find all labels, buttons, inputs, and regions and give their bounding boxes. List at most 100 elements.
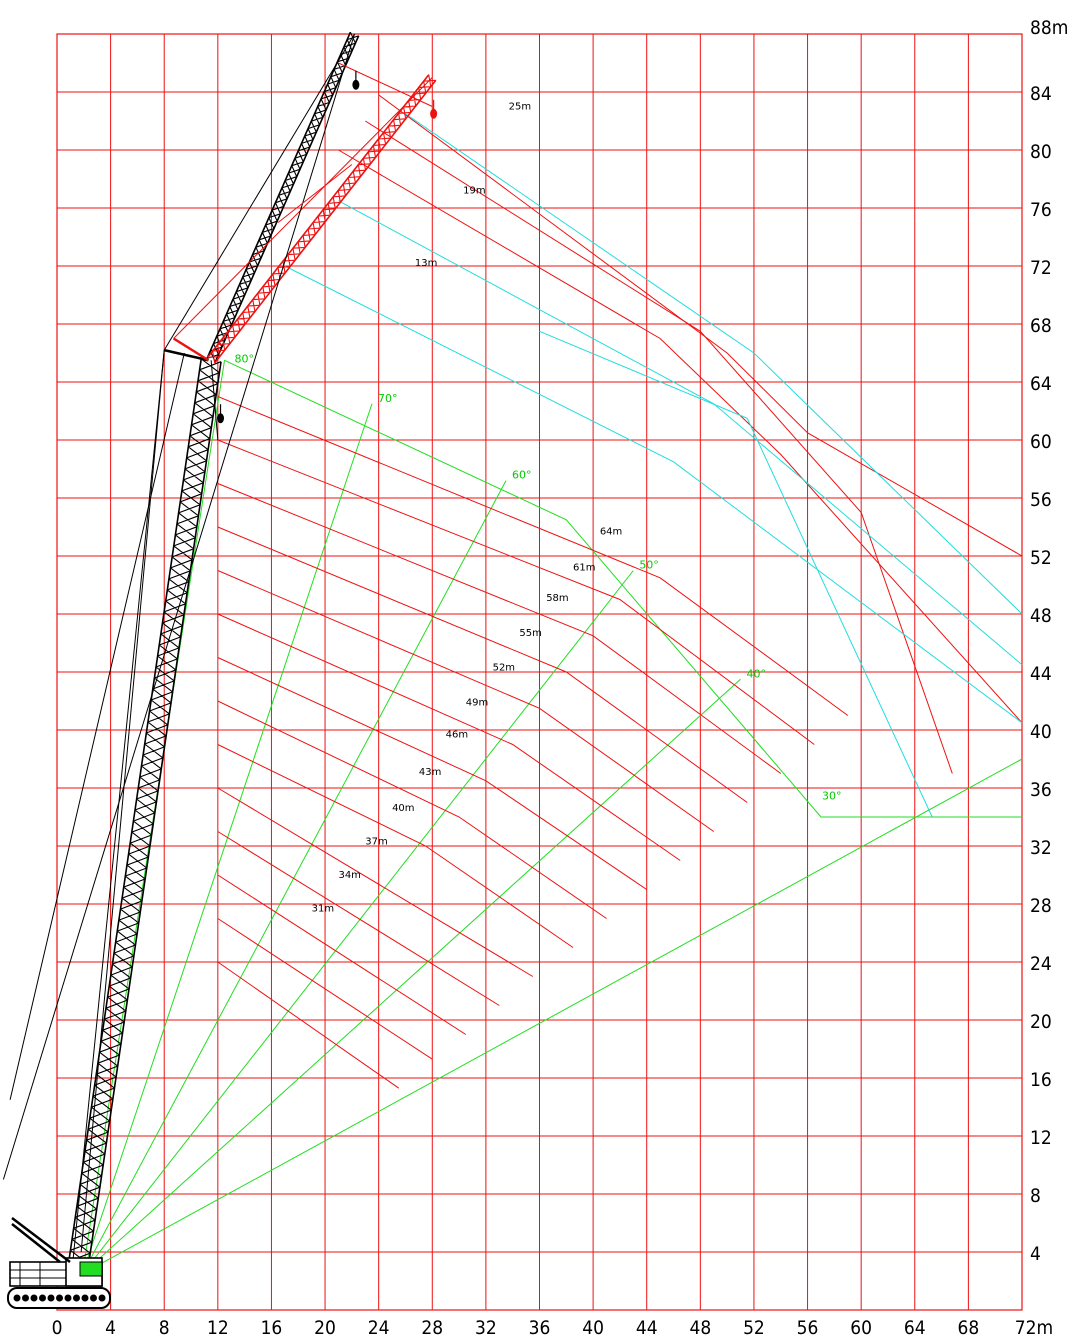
boom-length-label: 61m — [573, 563, 595, 574]
main-boom — [66, 358, 222, 1276]
grid — [56, 33, 1023, 1311]
x-tick-label: 64 — [904, 1317, 926, 1339]
y-tick-label: 80 — [1030, 141, 1052, 163]
x-tick-label: 32 — [475, 1317, 497, 1339]
luffing-jib-red — [206, 74, 437, 364]
boom-length-curve — [217, 483, 782, 774]
jib-length-curve — [284, 265, 1023, 724]
luffing-jib-black — [206, 31, 360, 363]
x-tick-label: 52 — [743, 1317, 765, 1339]
boom-length-curve — [217, 439, 815, 745]
x-tick-label: 20 — [314, 1317, 336, 1339]
outer-range-curve — [378, 94, 1023, 557]
x-tick-label: 16 — [261, 1317, 283, 1339]
y-tick-label: 68 — [1030, 315, 1052, 337]
y-tick-label: 48 — [1030, 605, 1052, 627]
y-tick-label: 60 — [1030, 431, 1052, 453]
boom-length-label: 40m — [392, 803, 414, 814]
jib-length-label: 13m — [415, 258, 437, 269]
angle-label: 40° — [747, 667, 767, 680]
angle-label: 70° — [378, 392, 398, 405]
y-tick-label: 12 — [1030, 1127, 1052, 1149]
boom-length-curve — [217, 657, 647, 890]
y-tick-label: 4 — [1030, 1243, 1041, 1265]
x-tick-label: 48 — [689, 1317, 711, 1339]
boom-length-label: 31m — [312, 903, 334, 914]
x-tick-label: 28 — [421, 1317, 443, 1339]
y-tick-label: 44 — [1030, 663, 1052, 685]
boom-length-curve — [217, 918, 433, 1060]
crane-drawing — [2, 31, 438, 1309]
angle-label: 80° — [235, 352, 255, 365]
jib-length-label: 19m — [463, 186, 485, 197]
x-tick-label: 36 — [529, 1317, 551, 1339]
x-tick-label: 40 — [582, 1317, 604, 1339]
hook-red-icon — [430, 108, 438, 119]
jib-backstay — [2, 33, 356, 1180]
angle-line — [82, 678, 741, 1275]
boom-length-curve — [217, 570, 714, 832]
x-tick-label: 60 — [850, 1317, 872, 1339]
boom-length-label: 37m — [365, 837, 387, 848]
boom-length-curve — [217, 396, 849, 716]
y-tick-label: 72 — [1030, 257, 1052, 279]
y-tick-label: 56 — [1030, 489, 1052, 511]
x-tick-label: 44 — [636, 1317, 658, 1339]
y-tick-label: 52 — [1030, 547, 1052, 569]
main-boom-curves — [217, 94, 1023, 1089]
backstay-long — [9, 352, 185, 1100]
boom-length-curve — [217, 787, 534, 977]
mast-black — [163, 348, 209, 362]
y-tick-label: 20 — [1030, 1011, 1052, 1033]
boom-length-label: 64m — [600, 526, 622, 537]
x-tick-label: 24 — [368, 1317, 390, 1339]
x-tick-label: 72m — [1015, 1317, 1053, 1339]
boom-length-label: 55m — [519, 628, 541, 639]
y-axis-ticks: 4812162024283236404448525660646872768084… — [1030, 17, 1068, 1265]
hook-main-icon — [217, 413, 225, 424]
angle-envelope — [224, 359, 1022, 818]
x-tick-label: 12 — [207, 1317, 229, 1339]
y-tick-label: 24 — [1030, 953, 1052, 975]
angle-line — [82, 480, 507, 1274]
boom-length-label: 46m — [446, 729, 468, 740]
boom-length-label: 49m — [466, 697, 488, 708]
angle-label: 60° — [512, 469, 532, 482]
boom-hook-line — [210, 360, 219, 441]
crawler-base — [7, 1217, 111, 1309]
angle-line — [82, 758, 1023, 1275]
angle-line — [81, 403, 373, 1274]
jib-length-label: 25m — [509, 101, 531, 112]
outer-range-curve — [338, 149, 1023, 724]
boom-length-label: 52m — [493, 663, 515, 674]
boom-length-curve — [217, 613, 681, 861]
boom-length-label: 34m — [338, 870, 360, 881]
y-tick-label: 28 — [1030, 895, 1052, 917]
x-tick-label: 68 — [958, 1317, 980, 1339]
boom-angle-lines — [81, 359, 1023, 1275]
jib-curves — [284, 113, 1023, 818]
boom-length-curve — [217, 831, 500, 1006]
boom-length-label: 58m — [546, 593, 568, 604]
pendant-black — [163, 33, 355, 351]
angle-label: 50° — [639, 559, 659, 572]
x-tick-label: 0 — [52, 1317, 63, 1339]
angle-line — [82, 570, 634, 1275]
boom-length-curve — [217, 700, 607, 919]
curve-labels: 80° 70° 60° 50° 40° 30° 31m 34m 37m 40m 43m 46m 49m 5… — [235, 101, 842, 914]
pendant-red — [338, 62, 433, 107]
y-tick-label: 32 — [1030, 837, 1052, 859]
boom-length-curve — [217, 744, 574, 948]
pendant-red — [173, 77, 433, 339]
pendant-red — [277, 164, 353, 223]
y-tick-label: 88m — [1030, 17, 1068, 39]
y-tick-label: 16 — [1030, 1069, 1052, 1091]
x-tick-label: 4 — [105, 1317, 116, 1339]
boom-length-curve — [217, 526, 748, 803]
y-tick-label: 8 — [1030, 1185, 1041, 1207]
y-tick-label: 84 — [1030, 83, 1052, 105]
x-axis-ticks: 0 4 8 12 16 20 24 28 32 36 40 44 48 52 56 60 64 68 72m — [52, 1317, 1054, 1339]
angle-label: 30° — [822, 790, 842, 803]
